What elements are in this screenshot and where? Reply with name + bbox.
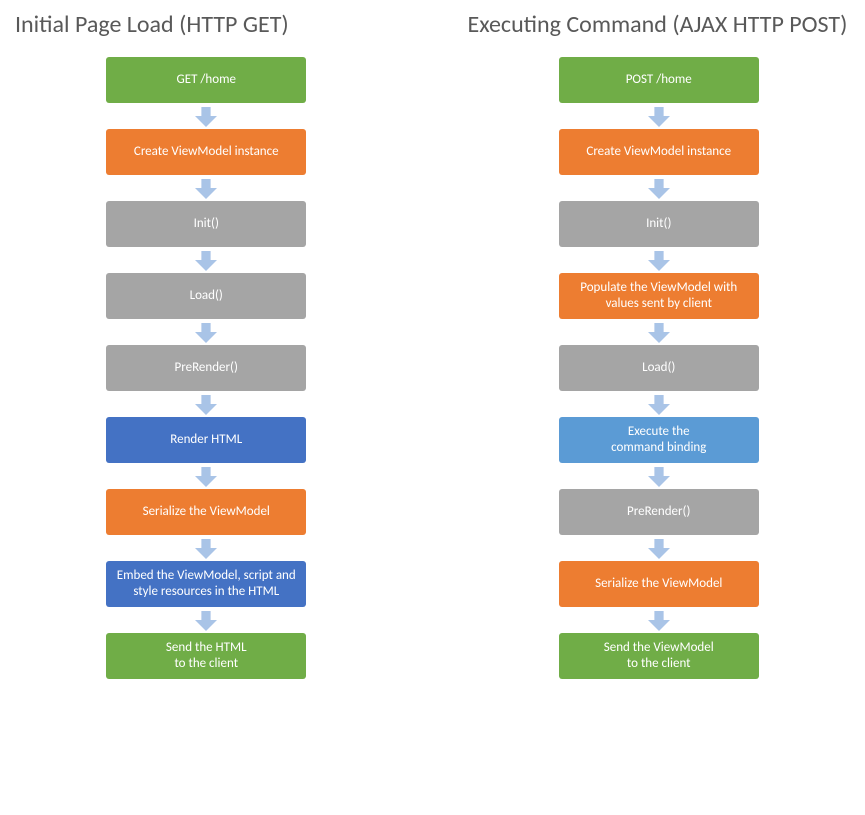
flow-arrow-icon <box>648 467 670 487</box>
flowchart-column-1: Executing Command (AJAX HTTP POST) POST /… <box>468 10 851 679</box>
flow-node: Render HTML <box>106 417 306 463</box>
flow-arrow-icon <box>648 395 670 415</box>
flow-node: Init() <box>559 201 759 247</box>
flow-node: Load() <box>559 345 759 391</box>
flow-arrow-icon <box>648 611 670 631</box>
flow-node: Init() <box>106 201 306 247</box>
flow-node: Embed the ViewModel, script and style re… <box>106 561 306 607</box>
flow-arrow-icon <box>195 251 217 271</box>
flow-node: Load() <box>106 273 306 319</box>
flow-arrow-icon <box>195 539 217 559</box>
flow-arrow-icon <box>648 107 670 127</box>
flowchart-diagram: Initial Page Load (HTTP GET) GET /home Cr… <box>15 10 850 679</box>
column-title: Executing Command (AJAX HTTP POST) <box>468 10 848 39</box>
flow-arrow-icon <box>195 611 217 631</box>
flow-node: Send the HTMLto the client <box>106 633 306 679</box>
flow-arrow-icon <box>648 251 670 271</box>
flow-arrow-icon <box>195 323 217 343</box>
flow-arrow-icon <box>195 107 217 127</box>
flow-node: Serialize the ViewModel <box>559 561 759 607</box>
flow-node: Send the ViewModelto the client <box>559 633 759 679</box>
flow-node: POST /home <box>559 57 759 103</box>
flow-arrow-icon <box>195 467 217 487</box>
flow-node: GET /home <box>106 57 306 103</box>
flow-arrow-icon <box>195 395 217 415</box>
flow-node: Create ViewModel instance <box>559 129 759 175</box>
column-title: Initial Page Load (HTTP GET) <box>15 10 289 39</box>
flow-arrow-icon <box>648 539 670 559</box>
flow-arrow-icon <box>195 179 217 199</box>
flowchart-column-0: Initial Page Load (HTTP GET) GET /home Cr… <box>15 10 398 679</box>
flow-arrow-icon <box>648 323 670 343</box>
flow-node: Populate the ViewModel with values sent … <box>559 273 759 319</box>
flow-node: Execute thecommand binding <box>559 417 759 463</box>
flow-arrow-icon <box>648 179 670 199</box>
flow-node: Create ViewModel instance <box>106 129 306 175</box>
flow-node: PreRender() <box>559 489 759 535</box>
flow-node: Serialize the ViewModel <box>106 489 306 535</box>
flow-node: PreRender() <box>106 345 306 391</box>
